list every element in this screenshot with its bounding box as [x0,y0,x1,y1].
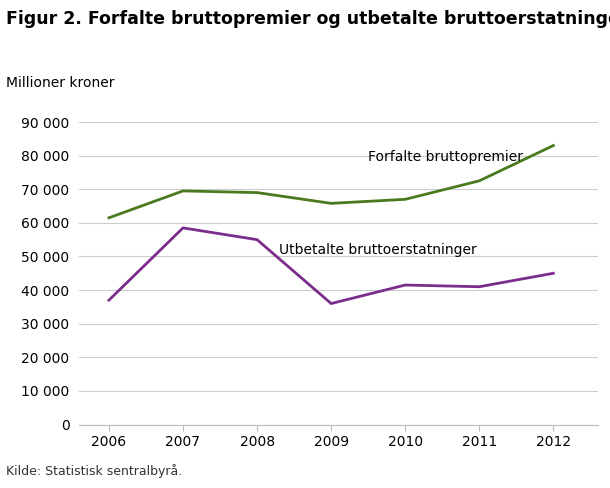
Text: Figur 2. Forfalte bruttopremier og utbetalte bruttoerstatninger, livsforsikring: Figur 2. Forfalte bruttopremier og utbet… [6,10,610,28]
Text: Millioner kroner: Millioner kroner [6,76,115,90]
Text: Kilde: Statistisk sentralbyrå.: Kilde: Statistisk sentralbyrå. [6,464,182,478]
Text: Forfalte bruttopremier: Forfalte bruttopremier [368,150,523,164]
Text: Utbetalte bruttoerstatninger: Utbetalte bruttoerstatninger [279,243,477,257]
